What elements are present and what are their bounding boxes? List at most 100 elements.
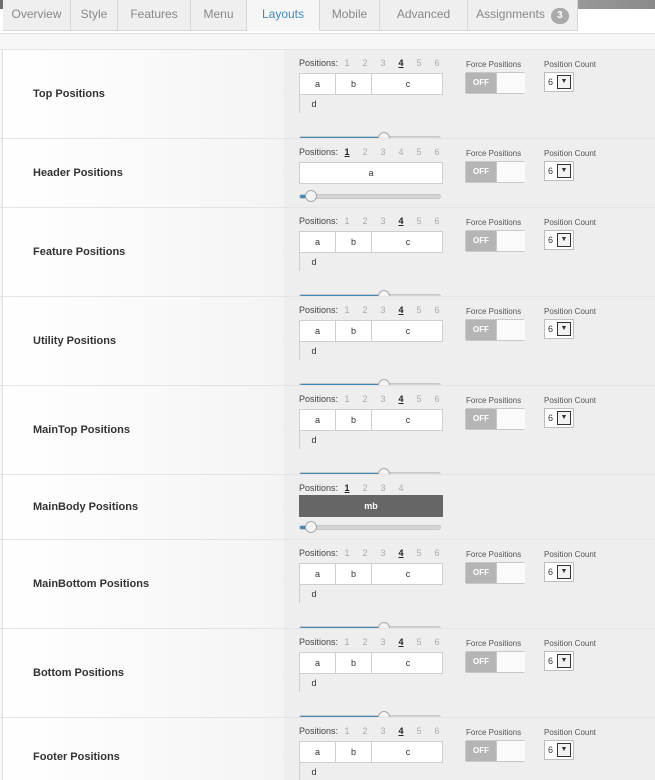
position-count-select[interactable]: 6 ▼ — [544, 319, 574, 339]
position-number-3[interactable]: 3 — [380, 58, 386, 68]
position-number-6[interactable]: 6 — [434, 548, 440, 558]
layout-row: Utility Positions›Positions:123456abcdFo… — [0, 296, 655, 391]
position-number-3[interactable]: 3 — [380, 726, 386, 736]
tab-advanced[interactable]: Advanced — [380, 0, 468, 31]
position-cell: a — [300, 232, 336, 252]
position-number-3[interactable]: 3 — [380, 394, 386, 404]
tab-assignments[interactable]: Assignments 3 — [468, 0, 578, 31]
force-positions-toggle[interactable]: OFF — [465, 161, 525, 183]
position-number-2[interactable]: 2 — [362, 394, 368, 404]
position-number-6[interactable]: 6 — [434, 216, 440, 226]
position-count-select[interactable]: 6 ▼ — [544, 651, 574, 671]
position-number-1[interactable]: 1 — [344, 216, 350, 226]
position-number-1[interactable]: 1 — [344, 548, 350, 558]
assignments-count-badge: 3 — [550, 8, 569, 24]
position-cell: b — [336, 742, 372, 762]
position-number-2[interactable]: 2 — [362, 58, 368, 68]
position-number-6[interactable]: 6 — [434, 305, 440, 315]
position-count-select[interactable]: 6 ▼ — [544, 161, 574, 181]
positions-slider[interactable] — [299, 521, 441, 533]
row-config-area: Positions: 1 2 3 4 5 6 a b c d Force Positions OFF Po… — [284, 540, 655, 634]
position-number-2[interactable]: 2 — [362, 147, 368, 157]
position-count-select[interactable]: 6 ▼ — [544, 408, 574, 428]
position-number-3[interactable]: 3 — [380, 637, 386, 647]
position-number-3[interactable]: 3 — [380, 548, 386, 558]
force-positions-toggle[interactable]: OFF — [465, 740, 525, 762]
layout-row: MainTop Positions›Positions:123456abcdFo… — [0, 385, 655, 480]
position-number-5[interactable]: 5 — [416, 305, 422, 315]
position-number-4[interactable]: 4 — [398, 637, 404, 647]
row-label-area: Utility Positions — [2, 297, 285, 386]
position-number-6[interactable]: 6 — [434, 726, 440, 736]
position-number-2[interactable]: 2 — [362, 726, 368, 736]
position-number-1[interactable]: 1 — [344, 637, 350, 647]
position-number-6[interactable]: 6 — [434, 147, 440, 157]
position-number-4[interactable]: 4 — [398, 216, 404, 226]
tab-menu[interactable]: Menu — [191, 0, 247, 31]
position-count-select[interactable]: 6 ▼ — [544, 72, 574, 92]
position-number-4[interactable]: 4 — [398, 726, 404, 736]
mainbody-block[interactable]: mb — [299, 495, 443, 517]
position-number-5[interactable]: 5 — [416, 58, 422, 68]
position-number-1[interactable]: 1 — [344, 483, 350, 493]
position-count-label: Position Count — [544, 639, 597, 648]
position-number-5[interactable]: 5 — [416, 548, 422, 558]
position-number-3[interactable]: 3 — [380, 305, 386, 315]
position-number-4[interactable]: 4 — [398, 548, 404, 558]
position-number-4[interactable]: 4 — [398, 147, 404, 157]
position-number-1[interactable]: 1 — [344, 305, 350, 315]
position-number-4[interactable]: 4 — [398, 305, 404, 315]
position-number-4[interactable]: 4 — [398, 483, 404, 493]
position-number-5[interactable]: 5 — [416, 637, 422, 647]
tab-features[interactable]: Features — [118, 0, 191, 31]
position-number-5[interactable]: 5 — [416, 216, 422, 226]
position-cell: a — [368, 168, 374, 178]
row-label: MainBody Positions — [33, 500, 139, 513]
force-positions-toggle[interactable]: OFF — [465, 230, 525, 252]
position-number-6[interactable]: 6 — [434, 58, 440, 68]
slider-handle[interactable] — [305, 190, 317, 202]
position-count-select[interactable]: 6 ▼ — [544, 562, 574, 582]
position-number-5[interactable]: 5 — [416, 147, 422, 157]
force-positions-toggle[interactable]: OFF — [465, 651, 525, 673]
position-count-select[interactable]: 6 ▼ — [544, 740, 574, 760]
position-number-3[interactable]: 3 — [380, 216, 386, 226]
position-number-4[interactable]: 4 — [398, 58, 404, 68]
slider-handle[interactable] — [305, 521, 317, 533]
position-number-5[interactable]: 5 — [416, 726, 422, 736]
position-number-1[interactable]: 1 — [344, 147, 350, 157]
position-number-6[interactable]: 6 — [434, 637, 440, 647]
toggle-off-text: OFF — [466, 563, 496, 583]
position-number-2[interactable]: 2 — [362, 305, 368, 315]
force-positions-toggle[interactable]: OFF — [465, 562, 525, 584]
position-grid[interactable]: a — [299, 162, 443, 184]
position-number-1[interactable]: 1 — [344, 394, 350, 404]
tab-overview[interactable]: Overview — [3, 0, 71, 31]
position-number-6[interactable]: 6 — [434, 394, 440, 404]
force-positions-toggle[interactable]: OFF — [465, 408, 525, 430]
positions-slider[interactable] — [299, 190, 441, 202]
position-number-2[interactable]: 2 — [362, 216, 368, 226]
tab-mobile[interactable]: Mobile — [320, 0, 380, 31]
position-number-3[interactable]: 3 — [380, 483, 386, 493]
force-positions-toggle[interactable]: OFF — [465, 319, 525, 341]
position-number-1[interactable]: 1 — [344, 58, 350, 68]
tab-style[interactable]: Style — [71, 0, 118, 31]
tab-layouts[interactable]: Layouts — [247, 0, 320, 31]
position-count-select[interactable]: 6 ▼ — [544, 230, 574, 250]
position-number-3[interactable]: 3 — [380, 147, 386, 157]
position-number-4[interactable]: 4 — [398, 394, 404, 404]
force-positions-toggle[interactable]: OFF — [465, 72, 525, 94]
position-number-2[interactable]: 2 — [362, 637, 368, 647]
position-number-1[interactable]: 1 — [344, 726, 350, 736]
position-number-2[interactable]: 2 — [362, 483, 368, 493]
position-number-5[interactable]: 5 — [416, 394, 422, 404]
position-number-2[interactable]: 2 — [362, 548, 368, 558]
